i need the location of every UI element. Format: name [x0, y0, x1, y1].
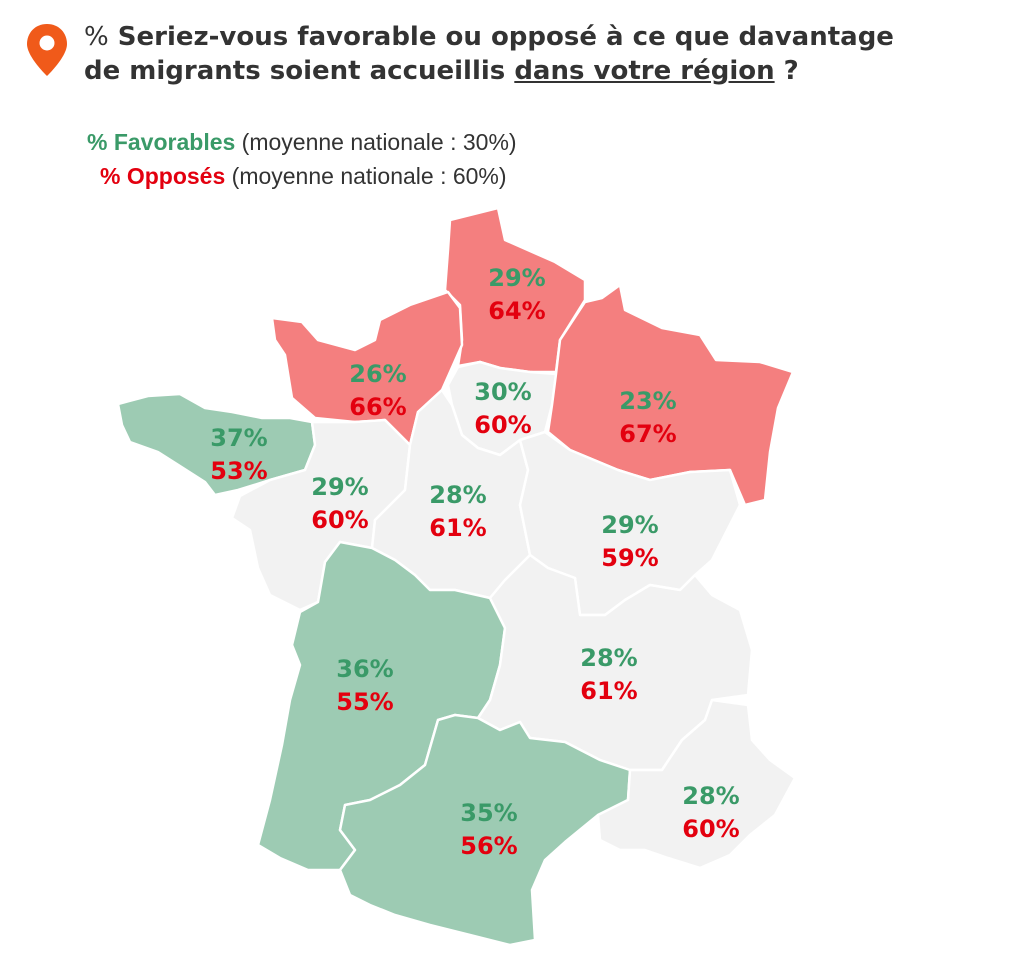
region-labels: 29% 64% 26% 66% 30% 60% 23% 67% 37% 53% 29% 60% 28% 6… — [210, 264, 739, 860]
location-pin-icon — [27, 24, 67, 76]
opposed-label-pays-de-la-loire: 60% — [311, 506, 368, 534]
region-grand-est — [546, 283, 795, 507]
legend-favorables-key: % Favorables — [87, 129, 236, 155]
title-line-2: de migrants soient accueillis dans votre… — [84, 54, 984, 88]
legend-favorables: % Favorables (moyenne nationale : 30%) — [87, 127, 517, 157]
favorable-label-hauts-de-france: 29% — [488, 264, 545, 292]
region-occitanie — [338, 713, 632, 947]
favorable-label-nouvelle-aquitaine: 36% — [336, 655, 393, 683]
opposed-label-bourgogne-franche-comte: 59% — [601, 544, 658, 572]
opposed-label-bretagne: 53% — [210, 457, 267, 485]
opposed-label-centre-val-de-loire: 61% — [429, 514, 486, 542]
favorable-label-bretagne: 37% — [210, 424, 267, 452]
legend-opposes: % Opposés (moyenne nationale : 60%) — [100, 161, 507, 191]
title-underlined-text: dans votre région — [514, 56, 775, 86]
favorable-label-centre-val-de-loire: 28% — [429, 481, 486, 509]
favorable-label-bourgogne-franche-comte: 29% — [601, 511, 658, 539]
title-line-1-text: Seriez-vous favorable ou opposé à ce que… — [117, 22, 894, 52]
opposed-label-normandie: 66% — [349, 393, 406, 421]
favorable-label-grand-est: 23% — [619, 387, 676, 415]
opposed-label-hauts-de-france: 64% — [488, 297, 545, 325]
favorable-label-ile-de-france: 30% — [474, 378, 531, 406]
title-line-1: % Seriez-vous favorable ou opposé à ce q… — [84, 20, 984, 54]
favorable-label-occitanie: 35% — [460, 799, 517, 827]
opposed-label-occitanie: 56% — [460, 832, 517, 860]
question-title: % Seriez-vous favorable ou opposé à ce q… — [84, 20, 984, 88]
title-prefix: % — [84, 22, 109, 52]
legend-favorables-note: (moyenne nationale : 30%) — [235, 129, 517, 155]
favorable-label-pays-de-la-loire: 29% — [311, 473, 368, 501]
opposed-label-ile-de-france: 60% — [474, 411, 531, 439]
favorable-label-provence-alpes-cote-dazur: 28% — [682, 782, 739, 810]
favorable-label-normandie: 26% — [349, 360, 406, 388]
opposed-label-grand-est: 67% — [619, 420, 676, 448]
favorable-label-auvergne-rhone-alpes: 28% — [580, 644, 637, 672]
legend-opposes-key: % Opposés — [100, 163, 226, 189]
legend-opposes-note: (moyenne nationale : 60%) — [225, 163, 507, 189]
opposed-label-nouvelle-aquitaine: 55% — [336, 688, 393, 716]
region-provence-alpes-cote-dazur — [596, 698, 797, 870]
title-line-2-end: ? — [774, 56, 799, 86]
title-line-2-text: de migrants soient accueillis — [84, 56, 515, 86]
opposed-label-auvergne-rhone-alpes: 61% — [580, 677, 637, 705]
opposed-label-provence-alpes-cote-dazur: 60% — [682, 815, 739, 843]
region-normandie — [270, 290, 464, 447]
